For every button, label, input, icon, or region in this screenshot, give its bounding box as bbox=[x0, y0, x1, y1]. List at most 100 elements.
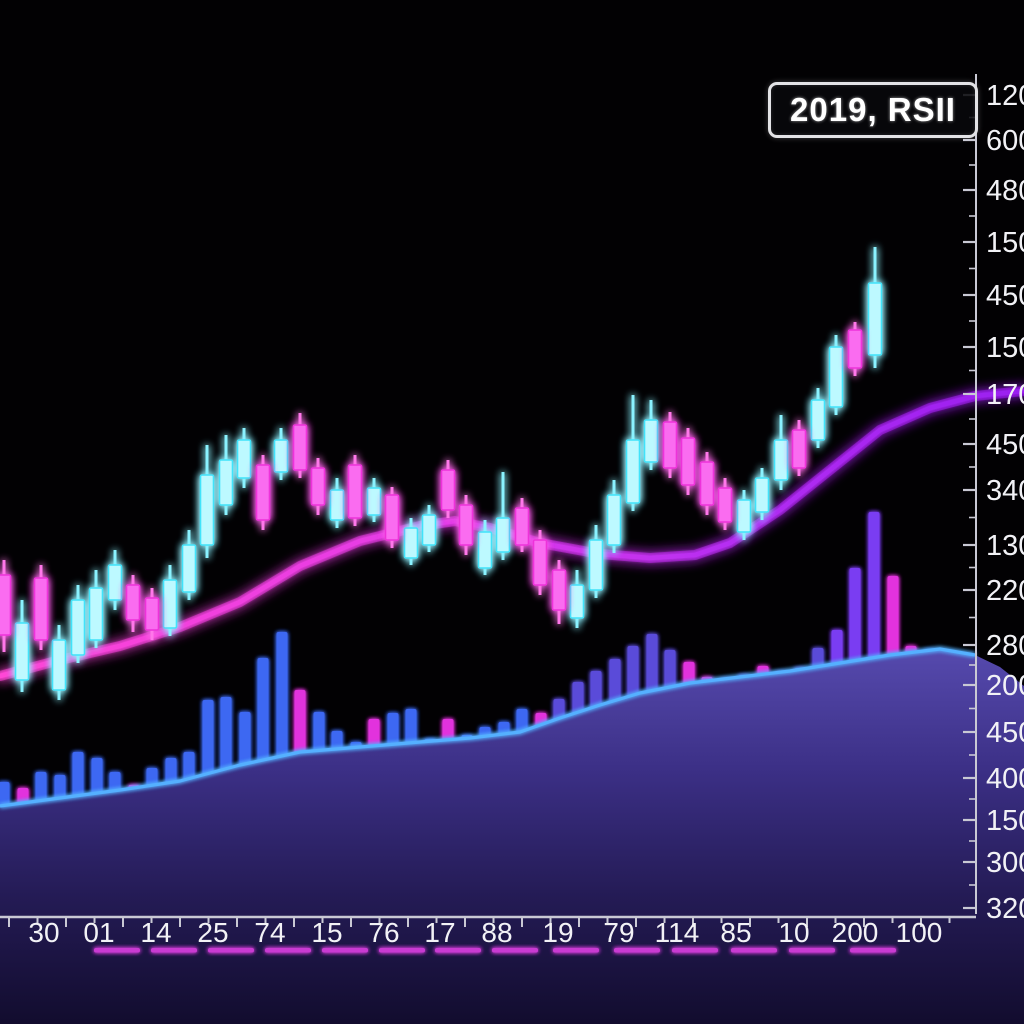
candle-up bbox=[421, 514, 437, 546]
x-axis-label: 114 bbox=[655, 917, 700, 948]
x-axis-underline bbox=[322, 948, 368, 953]
x-axis-underline bbox=[208, 948, 254, 953]
candle-up bbox=[754, 477, 770, 513]
y-axis-label: 400 bbox=[986, 763, 1024, 795]
y-axis-label: 600 bbox=[986, 125, 1024, 157]
candle-down bbox=[255, 464, 271, 521]
volume-bar bbox=[294, 690, 306, 768]
candles-bearish bbox=[0, 322, 863, 652]
candle-up bbox=[199, 474, 215, 546]
x-axis-label: 74 bbox=[254, 917, 285, 948]
y-axis-label: 340 bbox=[986, 475, 1024, 507]
candle-down bbox=[680, 437, 696, 486]
x-axis-label: 200 bbox=[832, 917, 879, 948]
candle-up bbox=[218, 459, 234, 506]
x-axis-label: 85 bbox=[720, 917, 751, 948]
candle-up bbox=[162, 579, 178, 629]
candle-down bbox=[514, 507, 530, 546]
x-axis-underline bbox=[265, 948, 311, 953]
y-axis-label: 450 bbox=[986, 429, 1024, 461]
area-edge-line bbox=[0, 647, 976, 808]
candle-up bbox=[329, 489, 345, 521]
x-axis-underline bbox=[492, 948, 538, 953]
x-axis-underline bbox=[553, 948, 599, 953]
x-axis-underline bbox=[850, 948, 896, 953]
x-axis-label: 76 bbox=[368, 917, 399, 948]
candle-up bbox=[625, 439, 641, 504]
candle-up bbox=[867, 282, 883, 356]
y-axis-label: 450 bbox=[986, 280, 1024, 312]
candle-up bbox=[828, 346, 844, 408]
x-axis-label: 01 bbox=[83, 917, 114, 948]
candle-up bbox=[107, 564, 123, 601]
volume-bar bbox=[887, 576, 899, 671]
candle-up bbox=[736, 499, 752, 533]
candle-down bbox=[532, 539, 548, 586]
candle-up bbox=[569, 584, 585, 619]
candles-bullish bbox=[14, 247, 883, 700]
x-axis-label: 19 bbox=[542, 917, 573, 948]
x-axis-underline bbox=[614, 948, 660, 953]
candle-down bbox=[144, 597, 160, 631]
y-axis-label: 150 bbox=[986, 332, 1024, 364]
x-axis-underline bbox=[151, 948, 197, 953]
candle-up bbox=[643, 419, 659, 463]
volume-bar bbox=[849, 568, 861, 677]
x-axis-underline bbox=[672, 948, 718, 953]
y-axis-label: 450 bbox=[986, 717, 1024, 749]
candle-down bbox=[125, 584, 141, 621]
candle-down bbox=[791, 429, 807, 469]
candle-up bbox=[70, 599, 86, 656]
candle-up bbox=[810, 399, 826, 441]
candle-down bbox=[310, 467, 326, 506]
candle-down bbox=[292, 424, 308, 471]
candle-up bbox=[88, 587, 104, 641]
x-axis-label: 30 bbox=[28, 917, 59, 948]
y-axis-label: 150 bbox=[986, 805, 1024, 837]
y-axis-label: 120 bbox=[986, 80, 1024, 112]
x-axis-label: 14 bbox=[140, 917, 171, 948]
y-axis-label: 300 bbox=[986, 847, 1024, 879]
legend-label: 2019, RSII bbox=[790, 91, 956, 128]
x-axis-underline bbox=[435, 948, 481, 953]
candle-down bbox=[347, 464, 363, 519]
y-axis-label: 320 bbox=[986, 893, 1024, 925]
x-axis-label: 15 bbox=[311, 917, 342, 948]
candle-up bbox=[606, 494, 622, 546]
candle-down bbox=[662, 421, 678, 469]
candle-up bbox=[403, 527, 419, 559]
candle-down bbox=[440, 469, 456, 511]
volume-bar bbox=[202, 700, 214, 790]
candle-up bbox=[477, 531, 493, 569]
candle-down bbox=[699, 461, 715, 506]
x-axis-underline bbox=[789, 948, 835, 953]
y-axis-label: 130 bbox=[986, 530, 1024, 562]
x-axis-underline bbox=[731, 948, 777, 953]
candle-up bbox=[495, 517, 511, 553]
area-fill bbox=[0, 649, 1024, 1024]
candle-up bbox=[51, 639, 67, 691]
y-axis-label: 280 bbox=[986, 630, 1024, 662]
candle-up bbox=[236, 439, 252, 479]
candle-up bbox=[273, 439, 289, 473]
candle-up bbox=[366, 487, 382, 516]
legend-box: 2019, RSII bbox=[768, 82, 978, 138]
volume-bar bbox=[220, 697, 232, 785]
x-axis-label: 25 bbox=[197, 917, 228, 948]
candle-up bbox=[588, 539, 604, 591]
candle-down bbox=[551, 569, 567, 611]
volume-bar bbox=[276, 632, 288, 772]
candle-down bbox=[847, 329, 863, 369]
candle-up bbox=[181, 544, 197, 593]
candle-down bbox=[0, 574, 12, 636]
y-axis-label: 150 bbox=[986, 227, 1024, 259]
y-axis-label: 170 bbox=[986, 379, 1024, 411]
x-axis-label: 100 bbox=[896, 917, 943, 948]
candle-down bbox=[384, 494, 400, 541]
x-axis-label: 79 bbox=[603, 917, 634, 948]
x-axis-underline bbox=[94, 948, 140, 953]
candle-down bbox=[458, 504, 474, 546]
x-axis-label: 17 bbox=[424, 917, 455, 948]
